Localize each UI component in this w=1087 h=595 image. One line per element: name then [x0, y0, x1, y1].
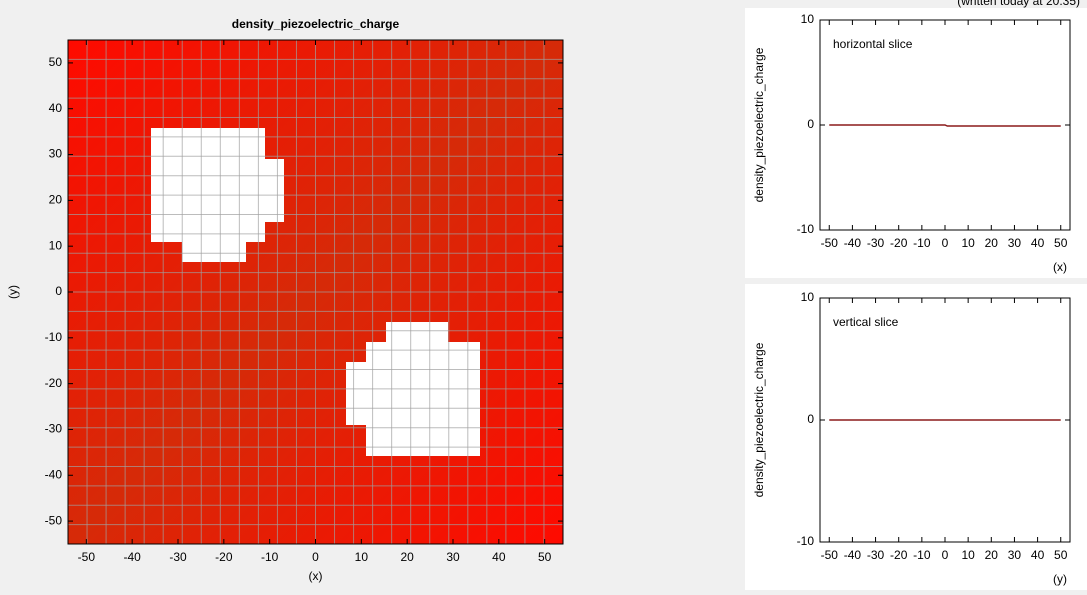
x-tick-label: 0 [312, 550, 319, 564]
x-tick-label: 20 [985, 548, 999, 562]
y-tick-label: -10 [45, 330, 63, 344]
panel [745, 284, 1087, 590]
y-tick-label: 10 [801, 12, 815, 26]
y-axis-label: (y) [6, 285, 20, 299]
y-tick-label: 50 [49, 55, 63, 69]
y-tick-label: -50 [45, 513, 63, 527]
x-tick-label: -10 [913, 236, 931, 250]
x-tick-label: 40 [1031, 236, 1045, 250]
y-tick-label: -10 [797, 534, 815, 548]
y-tick-label: 0 [807, 117, 814, 131]
x-tick-label: -10 [913, 548, 931, 562]
x-tick-label: 40 [1031, 548, 1045, 562]
y-tick-label: -40 [45, 467, 63, 481]
x-tick-label: 50 [1054, 236, 1068, 250]
x-tick-label: -40 [123, 550, 141, 564]
x-tick-label: 20 [400, 550, 414, 564]
y-tick-label: -10 [797, 222, 815, 236]
x-tick-label: 30 [1008, 236, 1022, 250]
x-tick-label: -50 [821, 548, 839, 562]
x-tick-label: -10 [261, 550, 279, 564]
x-tick-label: -30 [169, 550, 187, 564]
x-axis-label: (y) [1053, 572, 1067, 586]
x-tick-label: 10 [961, 236, 975, 250]
y-tick-label: 10 [49, 238, 63, 252]
x-tick-label: 10 [961, 548, 975, 562]
y-axis-label: density_piezoelectric_charge [752, 342, 766, 497]
panel [745, 8, 1087, 278]
chart-title: density_piezoelectric_charge [232, 17, 400, 31]
y-axis-label: density_piezoelectric_charge [752, 47, 766, 202]
x-tick-label: -30 [867, 236, 885, 250]
x-tick-label: -20 [890, 548, 908, 562]
x-axis-label: (x) [309, 569, 323, 583]
x-tick-label: -30 [867, 548, 885, 562]
line-series [829, 124, 1061, 127]
heatmap [68, 40, 563, 544]
y-tick-label: -20 [45, 376, 63, 390]
x-axis-label: (x) [1053, 260, 1067, 274]
x-tick-label: -20 [890, 236, 908, 250]
x-tick-label: 10 [355, 550, 369, 564]
x-tick-label: 30 [1008, 548, 1022, 562]
y-tick-label: 20 [49, 193, 63, 207]
x-tick-label: 50 [538, 550, 552, 564]
y-tick-label: 40 [49, 101, 63, 115]
y-tick-label: -30 [45, 422, 63, 436]
y-tick-label: 30 [49, 147, 63, 161]
x-tick-label: 0 [942, 548, 949, 562]
y-tick-label: 10 [801, 290, 815, 304]
x-tick-label: -50 [821, 236, 839, 250]
x-tick-label: -50 [78, 550, 96, 564]
status-text: (written today at 20:35) [957, 0, 1080, 8]
x-tick-label: -40 [844, 548, 862, 562]
annotation: vertical slice [833, 315, 899, 329]
x-tick-label: 0 [942, 236, 949, 250]
x-tick-label: 50 [1054, 548, 1068, 562]
x-tick-label: 40 [492, 550, 506, 564]
x-tick-label: -40 [844, 236, 862, 250]
x-tick-label: -20 [215, 550, 233, 564]
x-tick-label: 30 [446, 550, 460, 564]
y-tick-label: 0 [807, 412, 814, 426]
x-tick-label: 20 [985, 236, 999, 250]
annotation: horizontal slice [833, 37, 913, 51]
y-tick-label: 0 [55, 284, 62, 298]
